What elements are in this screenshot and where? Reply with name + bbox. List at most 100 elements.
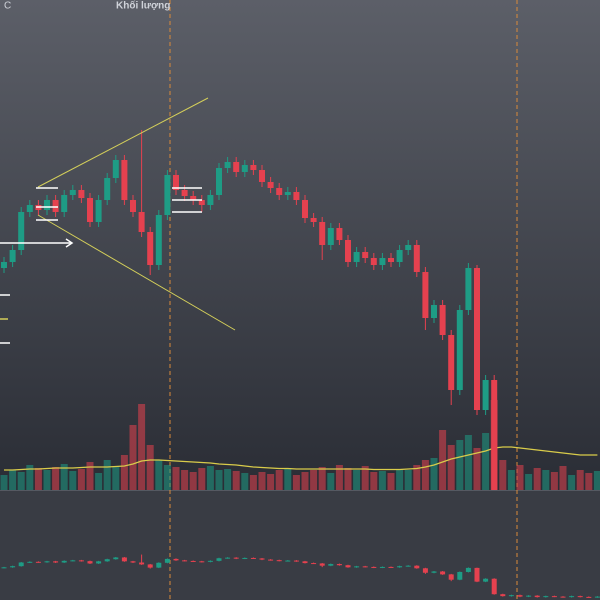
mini-body — [474, 567, 480, 582]
volume-bar — [163, 465, 171, 490]
candle-body — [241, 165, 248, 172]
trend-line — [37, 214, 236, 331]
mini-body — [465, 567, 471, 572]
price-pane — [0, 0, 600, 490]
volume-bar — [447, 445, 455, 490]
candle-body — [310, 218, 317, 222]
volume-bar — [86, 462, 94, 490]
candle-body — [491, 380, 498, 490]
mini-body — [388, 566, 394, 568]
volume-bar — [507, 470, 515, 490]
lower-pane — [0, 490, 600, 600]
mini-body — [543, 596, 549, 598]
candle-body — [18, 212, 25, 250]
candle-body — [190, 196, 197, 200]
volume-bar — [120, 455, 128, 490]
volume-bar — [404, 470, 412, 490]
mini-body — [586, 596, 592, 598]
mini-body — [448, 574, 454, 580]
mini-body — [405, 565, 411, 567]
volume-bar — [258, 472, 266, 490]
mini-body — [35, 561, 41, 563]
mini-body — [207, 560, 213, 562]
symbol: C — [4, 1, 11, 12]
volume-bar — [198, 468, 206, 490]
mini-body — [569, 596, 575, 598]
candle-body — [345, 240, 351, 262]
mini-body — [233, 557, 239, 559]
candle-body — [465, 268, 472, 310]
mini-body — [354, 566, 360, 568]
volume-bar — [43, 470, 51, 490]
mini-body — [139, 562, 145, 565]
volume-bar — [533, 468, 541, 490]
candle-body — [173, 175, 179, 190]
candle-body — [293, 192, 300, 200]
candle-body — [422, 272, 429, 318]
volume-bar — [129, 425, 137, 490]
volume-bar — [421, 460, 429, 490]
mini-body — [379, 566, 385, 568]
mini-body — [268, 559, 274, 561]
volume-bar — [576, 470, 584, 490]
candle-body — [69, 190, 76, 195]
mini-body — [526, 595, 532, 597]
mini-body — [87, 561, 93, 564]
mini-body — [96, 561, 102, 564]
mini-body — [293, 560, 299, 562]
candle-body — [78, 190, 85, 198]
brackets — [0, 187, 202, 344]
mini-body — [156, 562, 162, 568]
mini-body — [276, 560, 282, 562]
volume-bar — [413, 465, 421, 490]
volume-bar — [439, 430, 447, 490]
mini-body — [491, 578, 497, 595]
mini-body — [457, 571, 463, 580]
volume-label: Khối lượng — [116, 0, 170, 12]
candle-body — [138, 212, 145, 232]
candle-body — [474, 268, 480, 410]
mini-body — [216, 558, 222, 561]
volume-bar — [275, 470, 283, 490]
mini-body — [242, 557, 248, 559]
candle-body — [1, 262, 7, 268]
candle-body — [319, 222, 326, 245]
volume-bar — [172, 467, 180, 490]
mini-body — [440, 571, 446, 575]
volume-bar — [112, 466, 120, 490]
volume-ma — [4, 446, 598, 471]
volume-bar — [0, 475, 8, 490]
candle-body — [379, 258, 386, 265]
mini-body — [414, 565, 420, 569]
mini-body — [121, 557, 127, 562]
volume-bar — [318, 467, 326, 490]
candle-body — [456, 310, 463, 390]
mini-body — [560, 596, 566, 598]
volume-bar — [267, 474, 275, 490]
mini-body — [577, 596, 583, 598]
candle-body — [353, 252, 360, 262]
volume-bar — [387, 473, 395, 490]
candle-body — [276, 188, 283, 195]
mini-body — [173, 558, 179, 561]
candle-body — [362, 252, 369, 258]
candle-body — [233, 162, 240, 172]
mini-body — [483, 578, 489, 582]
candle-body — [207, 195, 214, 205]
candle-body — [9, 250, 16, 262]
volume-bar — [155, 460, 163, 490]
mini-body — [594, 596, 600, 598]
volume-bar — [456, 440, 464, 490]
volume-bar — [215, 470, 223, 490]
volume-bar — [585, 473, 593, 490]
candle-body — [259, 170, 265, 182]
candle-body — [216, 168, 222, 195]
volume-bar — [224, 469, 232, 490]
volume-bar — [249, 475, 257, 490]
volume-bar — [52, 467, 60, 490]
mini-body — [164, 558, 170, 563]
mini-body — [78, 560, 84, 562]
mini-body — [61, 560, 67, 563]
candle-body — [198, 200, 205, 205]
volume-bar — [17, 472, 25, 490]
